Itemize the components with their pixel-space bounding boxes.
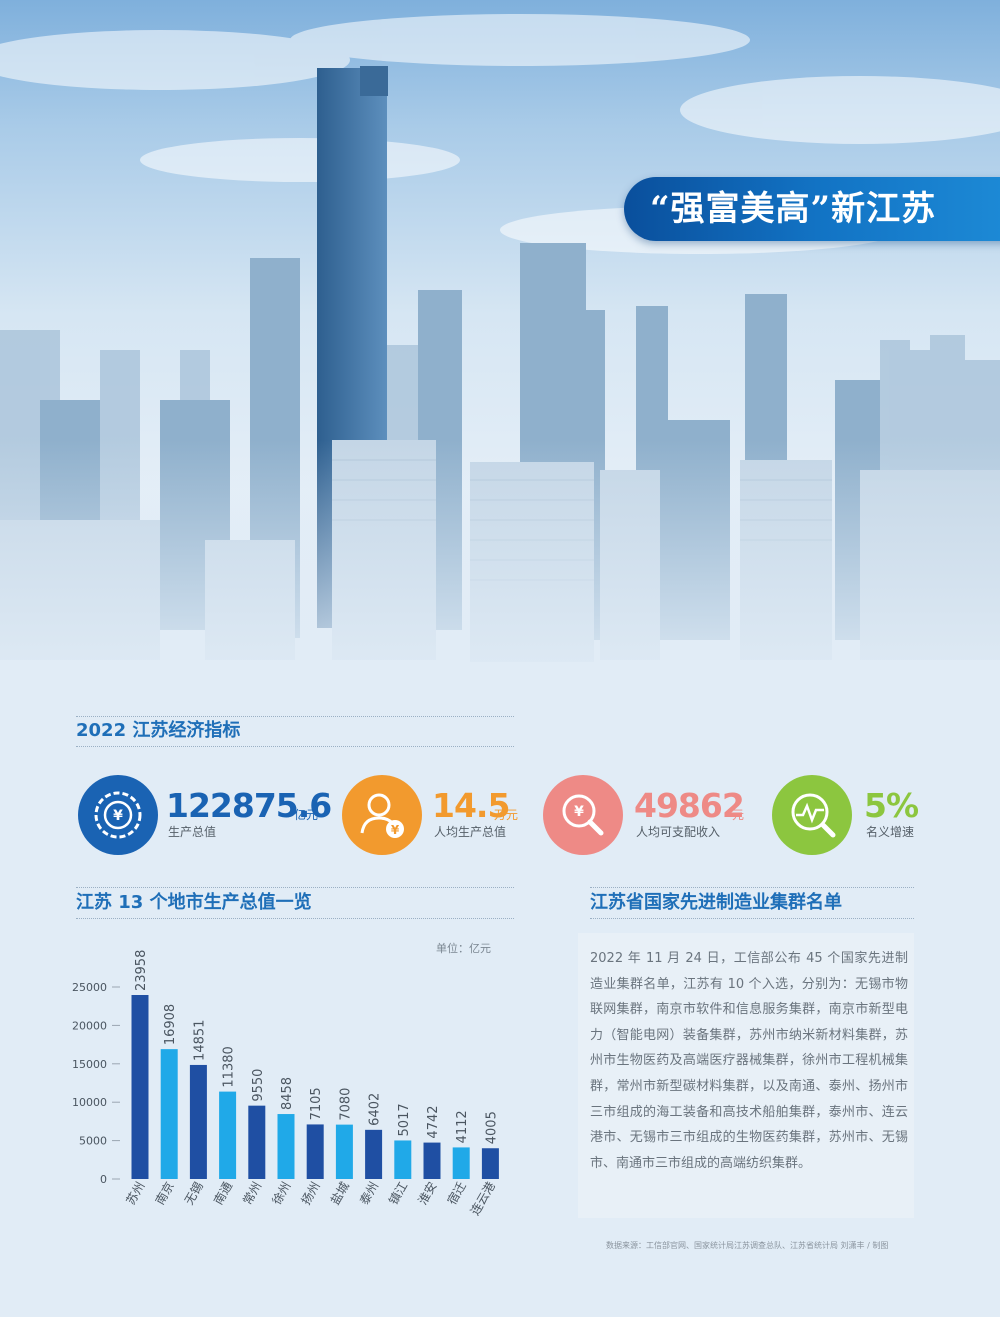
category-label: 泰州 — [357, 1180, 381, 1208]
clusters-rule-bottom — [590, 918, 914, 919]
clusters-section-title: 江苏省国家先进制造业集群名单 — [590, 892, 842, 913]
indicator-gdp-label: 生产总值 — [168, 825, 217, 839]
bar-value-label: 4742 — [426, 1105, 441, 1138]
category-label: 连云港 — [467, 1179, 498, 1218]
skyline-illustration — [0, 14, 1000, 700]
indicator-per-capita-gdp-value: 14.5 — [432, 786, 510, 825]
category-label: 南京 — [152, 1179, 177, 1207]
bar-value-label: 9550 — [251, 1069, 266, 1102]
y-tick-label: 5000 — [79, 1135, 107, 1148]
bar-value-label: 4112 — [455, 1110, 470, 1143]
category-label: 南通 — [210, 1179, 235, 1207]
indicator-per-capita-gdp-label: 人均生产总值 — [434, 825, 507, 839]
bar-4 — [219, 1091, 237, 1179]
bar-10 — [394, 1140, 412, 1179]
indicator-growth-label: 名义增速 — [866, 825, 915, 839]
y-tick-label: 20000 — [72, 1019, 107, 1032]
bar-value-label: 23958 — [134, 950, 149, 991]
indicator-gdp-value: 122875.6 — [166, 786, 332, 825]
bar-5 — [248, 1105, 266, 1179]
magnifier-yuan-icon: ¥ — [543, 775, 623, 855]
bar-value-label: 8458 — [280, 1077, 295, 1110]
clusters-rule-top — [590, 887, 914, 888]
page-title: “强富美高”新江苏 — [650, 189, 937, 229]
bar-12 — [452, 1147, 470, 1179]
category-label: 盐城 — [328, 1180, 352, 1208]
y-tick-label: 25000 — [72, 981, 107, 994]
chart-unit-label: 单位：亿元 — [436, 942, 491, 955]
bar-value-label: 4005 — [484, 1111, 499, 1144]
category-label: 镇江 — [386, 1180, 410, 1208]
hero-skyline-photo — [0, 0, 1000, 700]
bar-1 — [131, 995, 149, 1179]
bar-value-label: 6402 — [368, 1093, 383, 1126]
data-source-note: 数据来源：工信部官网、国家统计局江苏调查总队、江苏省统计局 刘潇丰 / 制图 — [606, 1241, 889, 1250]
indicators-section-title: 2022 江苏经济指标 — [76, 720, 241, 741]
category-label: 常州 — [240, 1180, 264, 1208]
bar-11 — [423, 1142, 441, 1179]
gdp-bar-chart: 0 5000 10000 15000 20000 25000 23958 苏州 16908 南京… — [72, 950, 499, 1218]
bar-6 — [277, 1114, 295, 1179]
category-label: 淮安 — [415, 1179, 440, 1207]
category-label: 徐州 — [269, 1179, 294, 1207]
bar-value-label: 7080 — [338, 1088, 353, 1121]
svg-text:¥: ¥ — [574, 804, 584, 820]
bar-9 — [365, 1129, 383, 1179]
bar-7 — [306, 1124, 324, 1179]
category-label: 苏州 — [123, 1180, 147, 1208]
bar-value-label: 7105 — [309, 1087, 324, 1120]
chart-section-rule-bottom — [76, 918, 514, 919]
bar-value-label: 14851 — [192, 1020, 207, 1061]
category-label: 无锡 — [181, 1179, 206, 1207]
y-tick-label: 10000 — [72, 1096, 107, 1109]
clusters-text: 2022 年 11 月 24 日，工信部公布 45 个国家先进制造业集群名单，江… — [590, 951, 908, 1171]
person-yuan-icon: ¥ — [342, 775, 422, 855]
bar-13 — [481, 1148, 499, 1179]
indicator-growth-value: 5% — [864, 786, 919, 825]
section-rule-top — [76, 716, 514, 717]
indicator-disposable-income-label: 人均可支配收入 — [636, 825, 721, 839]
bar-value-label: 11380 — [222, 1046, 237, 1087]
bar-8 — [335, 1124, 353, 1179]
indicator-disposable-income-unit: 元 — [732, 808, 745, 822]
title-banner — [624, 177, 1000, 241]
bar-value-label: 5017 — [397, 1103, 412, 1136]
svg-text:¥: ¥ — [113, 808, 123, 824]
clusters-panel — [578, 933, 914, 1218]
category-label: 扬州 — [298, 1179, 323, 1207]
y-tick-label: 15000 — [72, 1058, 107, 1071]
bar-value-label: 16908 — [163, 1004, 178, 1045]
chart-section-title: 江苏 13 个地市生产总值一览 — [76, 892, 312, 913]
bar-3 — [189, 1064, 207, 1179]
indicator-disposable-income-value: 49862 — [634, 786, 745, 825]
gear-yuan-icon: ¥ — [78, 775, 158, 855]
chart-section-rule-top — [76, 887, 514, 888]
bar-2 — [160, 1049, 178, 1179]
indicator-per-capita-gdp-unit: 万元 — [494, 808, 519, 822]
category-label: 宿迁 — [444, 1179, 469, 1207]
indicator-gdp-unit: 亿元 — [294, 808, 319, 822]
trend-magnifier-icon — [772, 775, 852, 855]
section-rule-bottom — [76, 746, 514, 747]
y-tick-label: 0 — [100, 1173, 107, 1186]
svg-text:¥: ¥ — [391, 823, 400, 837]
